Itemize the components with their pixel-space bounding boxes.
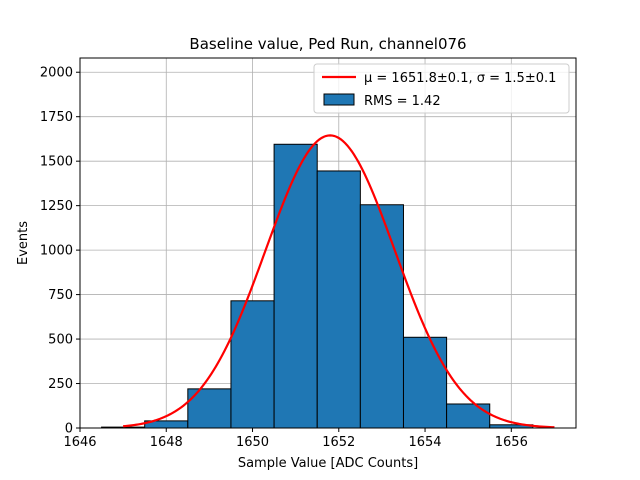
legend-fit-label: μ = 1651.8±0.1, σ = 1.5±0.1 [364, 71, 556, 86]
y-axis-label: Events [16, 221, 31, 265]
plot-frame [79, 57, 577, 429]
y-tick-label: 2000 [40, 66, 73, 81]
legend: μ = 1651.8±0.1, σ = 1.5±0.1 RMS = 1.42 [313, 63, 570, 114]
y-tick-label: 1750 [40, 110, 73, 125]
chart-title: Baseline value, Ped Run, channel076 [189, 35, 466, 53]
legend-box [313, 63, 570, 114]
histogram-bar [230, 300, 275, 429]
legend-histogram-swatch [323, 93, 355, 106]
x-tick-label: 1646 [63, 435, 96, 450]
x-tick-label: 1648 [150, 435, 183, 450]
x-tick-label: 1654 [408, 435, 441, 450]
histogram-bar [359, 204, 404, 429]
histogram-bar [316, 170, 361, 429]
y-axis-ticks: 0 250 500 750 1000 1250 1500 1750 2000 [40, 66, 80, 437]
y-tick-label: 500 [48, 333, 73, 348]
x-tick-label: 1656 [495, 435, 528, 450]
histogram-bar [273, 143, 318, 429]
y-tick-label: 1250 [40, 199, 73, 214]
y-tick-label: 250 [48, 377, 73, 392]
y-tick-label: 750 [48, 288, 73, 303]
x-axis-ticks: 1646 1648 1650 1652 1654 1656 [63, 428, 528, 450]
histogram-bars [101, 143, 534, 429]
histogram-bar [402, 336, 448, 429]
gaussian-fit-curve [123, 134, 555, 429]
y-tick-label: 1500 [40, 155, 73, 170]
histogram-bar [446, 403, 491, 429]
y-tick-label: 0 [65, 422, 73, 437]
legend-histogram-label: RMS = 1.42 [364, 94, 441, 109]
y-tick-label: 1000 [40, 244, 73, 259]
x-tick-label: 1650 [236, 435, 269, 450]
x-tick-label: 1652 [322, 435, 355, 450]
x-axis-label: Sample Value [ADC Counts] [238, 456, 418, 471]
